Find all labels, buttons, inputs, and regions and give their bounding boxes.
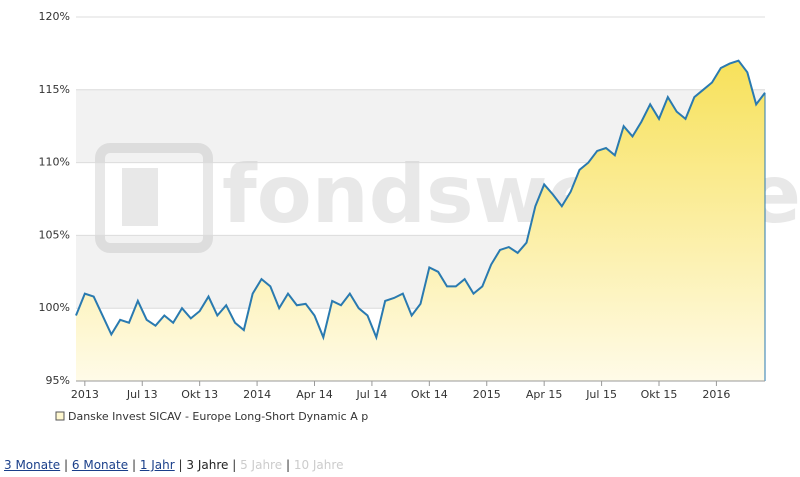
legend-label: Danske Invest SICAV - Europe Long-Short …	[68, 410, 368, 423]
y-tick-label: 100%	[39, 301, 70, 314]
x-tick-label: Apr 15	[526, 388, 563, 401]
x-tick-label: 2015	[473, 388, 501, 401]
nav-separator: |	[285, 458, 290, 472]
nav-separator: |	[232, 458, 237, 472]
range-link[interactable]: 1 Jahr	[139, 458, 175, 472]
x-tick-label: Jul 13	[126, 388, 158, 401]
chart: fondsweb.de95%100%105%110%115%120%Danske…	[39, 10, 800, 423]
y-tick-label: 95%	[46, 374, 70, 387]
y-tick-label: 105%	[39, 228, 70, 241]
range-link[interactable]: 6 Monate	[71, 458, 129, 472]
y-tick-label: 120%	[39, 10, 70, 23]
line	[75, 59, 766, 341]
legend-swatch	[55, 411, 65, 421]
x-tick-label: Apr 14	[296, 388, 333, 401]
nav-separator: |	[64, 458, 69, 472]
area-fill	[76, 60, 765, 382]
watermark-icon	[95, 143, 213, 253]
nav-separator: |	[131, 458, 136, 472]
x-tick-label: Okt 13	[181, 388, 218, 401]
x-tick-label: Okt 14	[411, 388, 448, 401]
range-item: 5 Jahre	[240, 458, 283, 472]
x-tick-label: Jul 14	[356, 388, 388, 401]
x-tick-label: Okt 15	[641, 388, 678, 401]
watermark-icon	[122, 168, 158, 226]
x-tick-label: Jul 15	[585, 388, 617, 401]
nav-separator: |	[178, 458, 183, 472]
x-tick-label: 2016	[702, 388, 730, 401]
x-tick-label: 2013	[71, 388, 99, 401]
y-tick-label: 110%	[39, 156, 70, 169]
x-tick-label: 2014	[243, 388, 271, 401]
range-link[interactable]: 3 Monate	[4, 458, 61, 472]
range-item: 3 Jahre	[186, 458, 229, 472]
y-tick-label: 115%	[39, 83, 70, 96]
range-item: 10 Jahre	[293, 458, 344, 472]
range-nav: 3 Monate | 6 Monate | 1 Jahr | 3 Jahre |…	[4, 458, 343, 472]
